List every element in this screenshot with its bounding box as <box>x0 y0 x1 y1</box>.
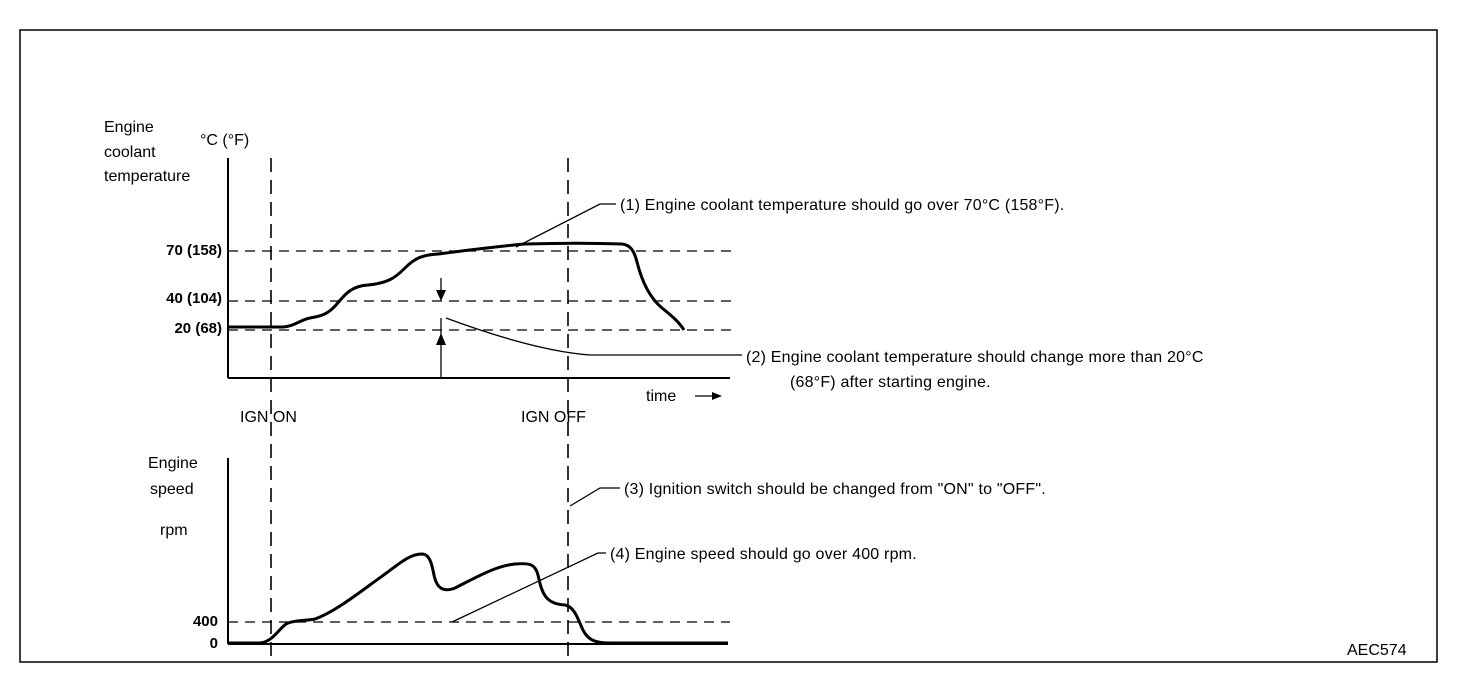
tick-400: 400 <box>193 613 218 630</box>
tick-70: 70 (158) <box>166 242 222 259</box>
figure-frame <box>19 29 1438 663</box>
delta-arrowhead-down <box>436 290 446 301</box>
coolant-unit-label: °C (°F) <box>200 132 249 149</box>
coolant-y-label-line2: coolant <box>104 144 156 161</box>
time-arrowhead <box>712 392 722 400</box>
tick-40: 40 (104) <box>166 290 222 307</box>
note-3: (3) Ignition switch should be changed fr… <box>624 481 1046 498</box>
note-1: (1) Engine coolant temperature should go… <box>620 197 1064 214</box>
note-2-line1: (2) Engine coolant temperature should ch… <box>746 349 1204 366</box>
ign-off-label: IGN OFF <box>521 409 586 426</box>
speed-y-label-line1: Engine <box>148 455 198 472</box>
tick-0: 0 <box>210 635 218 652</box>
speed-unit-label: rpm <box>160 522 188 539</box>
coolant-y-label-line1: Engine <box>104 119 154 136</box>
engine-speed-chart: Engine speed rpm 400 0 <box>148 455 730 652</box>
note-4: (4) Engine speed should go over 400 rpm. <box>610 546 917 563</box>
figure-code: AEC574 <box>1347 642 1407 659</box>
leader-3 <box>569 487 620 507</box>
time-label: time <box>646 388 676 405</box>
leader-4 <box>451 552 606 623</box>
note-2-line2: (68°F) after starting engine. <box>790 374 991 391</box>
speed-y-label-line2: speed <box>150 481 194 498</box>
engine-speed-curve <box>228 552 728 645</box>
leader-2 <box>445 317 742 356</box>
leader-1 <box>515 203 616 248</box>
tick-20: 20 (68) <box>174 320 222 337</box>
coolant-temperature-curve <box>228 241 686 331</box>
ign-on-label: IGN ON <box>240 409 297 426</box>
coolant-temperature-chart: Engine coolant temperature °C (°F) 70 (1… <box>104 119 735 405</box>
coolant-y-label-line3: temperature <box>104 168 190 185</box>
delta-arrowhead-up <box>436 333 446 345</box>
